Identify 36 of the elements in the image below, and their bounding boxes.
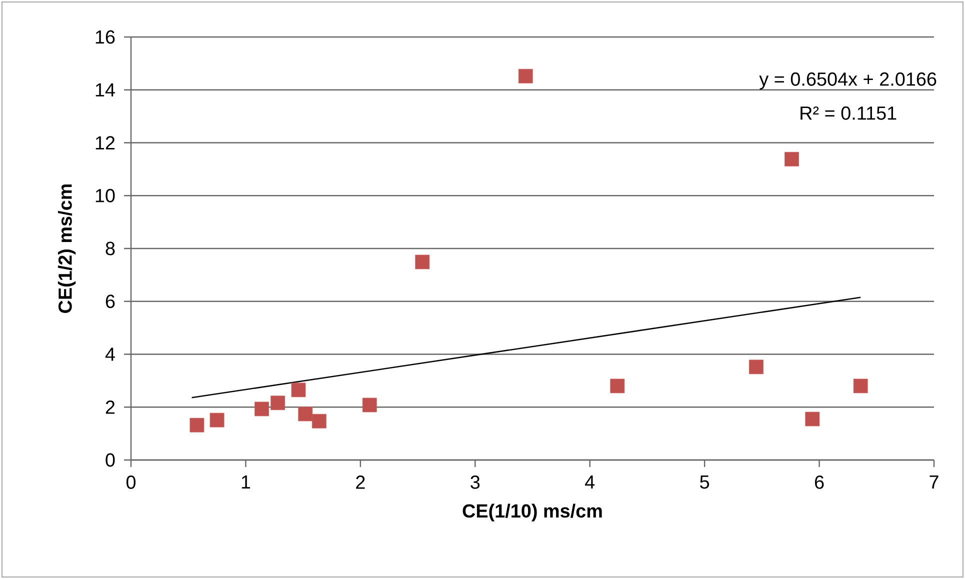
x-tick-label: 3 bbox=[470, 476, 480, 489]
y-tick-label: 2 bbox=[106, 400, 115, 414]
point bbox=[254, 402, 269, 416]
point bbox=[312, 414, 326, 428]
point bbox=[853, 378, 868, 394]
y-tick-label: 14 bbox=[96, 83, 115, 96]
point bbox=[518, 68, 533, 84]
x-tick-label: 2 bbox=[356, 476, 365, 489]
x-tick-label: 6 bbox=[814, 476, 824, 489]
y-tick-label: 10 bbox=[96, 188, 115, 202]
point bbox=[362, 398, 377, 412]
y-tick-label: 0 bbox=[106, 453, 115, 467]
y-tick-label: 4 bbox=[105, 348, 115, 361]
y-tick-label: 8 bbox=[106, 242, 115, 256]
x-tick-label: 4 bbox=[585, 476, 595, 489]
x-tick-label: 0 bbox=[126, 476, 136, 489]
point bbox=[805, 412, 820, 426]
point bbox=[190, 418, 204, 432]
x-tick-label: 7 bbox=[930, 476, 938, 489]
annotation: R² = 0.1151 bbox=[800, 106, 896, 120]
x-tick-label: 1 bbox=[242, 476, 250, 489]
x-axis-title: CE(1/10) ms/cm bbox=[462, 504, 602, 522]
point bbox=[291, 382, 306, 398]
y-tick-label: 12 bbox=[96, 136, 115, 150]
annotation: y = 0.6504x + 2.0166 bbox=[759, 72, 936, 90]
point bbox=[270, 396, 286, 410]
y-axis-title: CE(1/2) ms/cm bbox=[58, 184, 76, 313]
point bbox=[749, 360, 764, 374]
y-tick-label: 6 bbox=[106, 294, 115, 308]
point bbox=[415, 254, 430, 270]
point bbox=[210, 412, 224, 428]
point bbox=[298, 406, 313, 422]
x-tick-label: 5 bbox=[700, 476, 710, 489]
y-tick-label: 16 bbox=[96, 30, 115, 44]
point bbox=[784, 152, 799, 166]
point bbox=[610, 378, 625, 394]
